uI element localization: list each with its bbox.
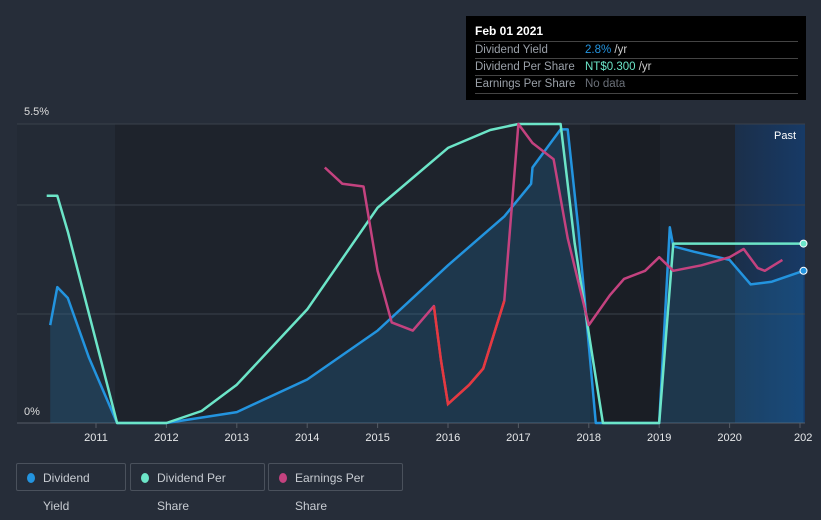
x-tick-label: 2011: [84, 432, 108, 444]
dividend-per-share-end-marker: [799, 239, 808, 248]
legend-earnings-per-share[interactable]: Earnings Per Share: [268, 463, 403, 513]
x-tick-label: 2012: [154, 432, 178, 444]
row-unit: /yr: [611, 44, 628, 56]
legend-dividend-per-share[interactable]: Dividend Per Share: [130, 463, 265, 513]
x-tick-label: 2019: [647, 432, 671, 444]
row-unit: /yr: [635, 61, 652, 73]
x-tick-label: 2014: [295, 432, 319, 444]
row-value: No data: [585, 78, 626, 90]
row-label: Earnings Per Share: [475, 78, 576, 90]
tooltip-row-earnings-per-share: Earnings Per Share No data: [475, 75, 798, 94]
x-tick-label: 2017: [506, 432, 530, 444]
legend-dividend-yield[interactable]: Dividend Yield: [16, 463, 126, 513]
earnings-per-share-line: [323, 122, 784, 406]
legend-dot-icon: [27, 473, 35, 483]
row-value: 2.8%: [585, 44, 612, 56]
row-label: Dividend Yield: [475, 44, 548, 56]
plot-bg-early: [17, 124, 115, 423]
x-tick-label: 2018: [577, 432, 601, 444]
y-tick-label: 5.5%: [24, 106, 50, 118]
plot-bg-late: [660, 124, 735, 423]
x-tick-label: 2013: [225, 432, 249, 444]
tooltip: Feb 01 2021 Dividend Yield 2.8% /yr Divid…: [466, 16, 806, 100]
x-tick-label: 2015: [365, 432, 389, 444]
plot-bg-gap: [590, 124, 660, 423]
x-tick-label: 202: [794, 432, 812, 444]
y-tick-label: 0%: [24, 406, 40, 418]
row-label: Dividend Per Share: [475, 61, 575, 73]
tooltip-row-dividend-yield: Dividend Yield 2.8% /yr: [475, 41, 798, 59]
legend-dot-icon: [279, 473, 287, 483]
dividend-yield-area: [50, 129, 804, 423]
dividend-per-share-line: [46, 122, 804, 425]
tooltip-date: Feb 01 2021: [475, 24, 544, 38]
x-tick-label: 2016: [436, 432, 460, 444]
dividend-yield-end-marker: [799, 266, 808, 275]
dividend-chart: 2011 2012 2013 2014 2015 2016 2017 2018 2019 2020…: [17, 122, 812, 444]
row-value: NT$0.300: [585, 61, 636, 73]
tooltip-row-dividend-per-share: Dividend Per Share NT$0.300 /yr: [475, 58, 798, 76]
legend-dot-icon: [141, 473, 149, 483]
eps-decline-segment: [432, 300, 506, 407]
x-tick-label: 2020: [717, 432, 741, 444]
past-label: Past: [774, 130, 797, 142]
